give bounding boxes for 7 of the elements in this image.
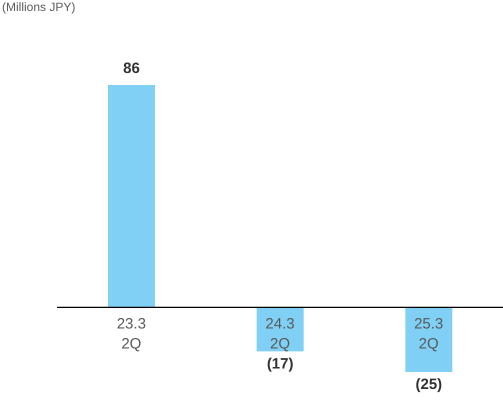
x-tick-label: 24.3 2Q <box>265 315 295 352</box>
data-label: 86 <box>123 60 140 77</box>
data-label: (25) <box>415 376 442 393</box>
text: (Millions JPY) <box>2 0 76 14</box>
x-tick-label: 23.3 2Q <box>116 315 146 352</box>
data-label: (17) <box>266 355 294 372</box>
x-tick-label: 25.3 2Q <box>414 315 444 352</box>
